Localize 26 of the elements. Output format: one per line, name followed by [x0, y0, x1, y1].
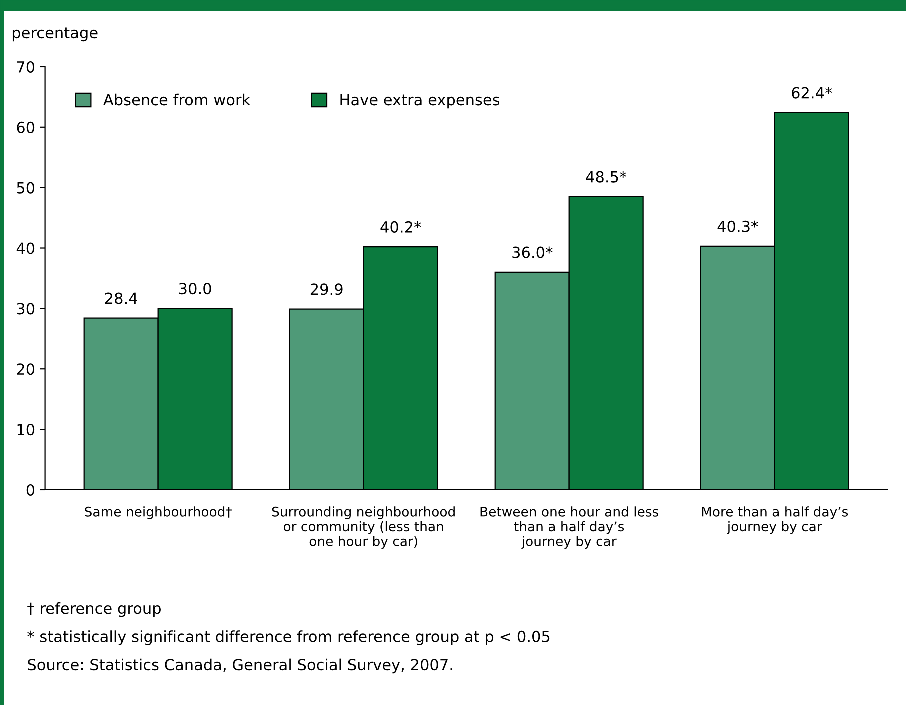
y-tick-label: 20	[17, 364, 35, 376]
x-tick-label: Between one hour and less than a half day’s journey by car	[480, 506, 659, 549]
x-tick-label: Same neighbourhood†	[85, 506, 232, 520]
y-axis-title: percentage	[12, 28, 98, 42]
data-label: 40.2*	[380, 221, 422, 233]
data-label: 48.5*	[586, 171, 627, 183]
y-tick-label: 60	[17, 122, 35, 134]
data-label: 62.4*	[792, 87, 832, 99]
y-tick-label: 40	[16, 242, 35, 254]
data-label: 29.9	[310, 284, 343, 296]
x-tick-label: Surrounding neighbourhood or community (less than one hour by car)	[272, 506, 455, 549]
data-label: 30.0	[179, 283, 212, 295]
x-tick-label: More than a half day’s journey by car	[702, 506, 848, 534]
data-label: 28.4	[105, 292, 138, 304]
y-tick-label: 30	[17, 303, 35, 315]
text: * statistically significant difference from reference group at p < 0.05	[28, 630, 550, 646]
y-tick-label: 0	[26, 484, 35, 496]
text: † reference group	[28, 602, 161, 618]
legend-label: Absence from work	[104, 94, 251, 106]
y-tick-label: 50	[17, 182, 35, 194]
data-label: 40.3*	[718, 220, 758, 232]
data-label: 36.0*	[512, 246, 553, 258]
y-tick-label: 70	[17, 61, 35, 73]
legend-label: Have extra expenses	[340, 94, 500, 109]
y-tick-label: 10	[18, 424, 35, 436]
source-note: Source: Statistics Canada, General Social Survey, 2007.	[28, 658, 452, 674]
